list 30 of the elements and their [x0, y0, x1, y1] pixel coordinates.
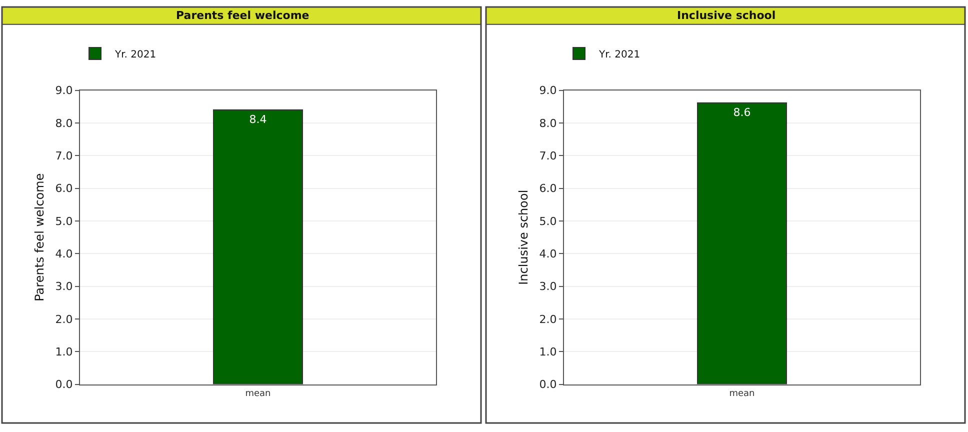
y-tick-label: 0.0	[55, 378, 73, 392]
y-tick-label: 4.0	[539, 248, 557, 260]
y-tick-label: 9.0	[539, 84, 557, 98]
x-tick-label: mean	[245, 389, 271, 400]
y-tick-label: 8.0	[55, 116, 73, 130]
chart-title: Inclusive school	[677, 9, 776, 22]
y-tick-label: 4.0	[55, 248, 73, 260]
y-tick-label: 7.0	[55, 150, 73, 163]
y-tick-label: 5.0	[55, 214, 73, 228]
chart-title: Parents feel welcome	[176, 9, 310, 22]
y-tick-label: 7.0	[539, 150, 557, 163]
y-axis-title: Parents feel welcome	[32, 173, 47, 302]
y-tick-label: 9.0	[55, 84, 73, 98]
y-tick-label: 6.0	[55, 182, 73, 196]
y-tick-label: 6.0	[539, 182, 557, 196]
legend-label: Yr. 2021	[598, 49, 640, 60]
y-tick-label: 1.0	[55, 345, 73, 358]
data-label: 8.4	[249, 112, 267, 126]
y-tick-label: 0.0	[539, 378, 557, 392]
y-tick-label: 2.0	[55, 312, 73, 326]
y-tick-label: 8.0	[539, 116, 557, 130]
y-tick-label: 3.0	[539, 280, 557, 294]
y-axis-title: Inclusive school	[516, 190, 531, 285]
x-tick-label: mean	[729, 389, 755, 400]
y-tick-label: 1.0	[539, 345, 557, 358]
y-tick-label: 5.0	[539, 214, 557, 228]
data-label: 8.6	[733, 106, 751, 119]
y-tick-label: 2.0	[539, 312, 557, 326]
legend-label: Yr. 2021	[114, 49, 156, 60]
y-tick-label: 3.0	[55, 280, 73, 294]
